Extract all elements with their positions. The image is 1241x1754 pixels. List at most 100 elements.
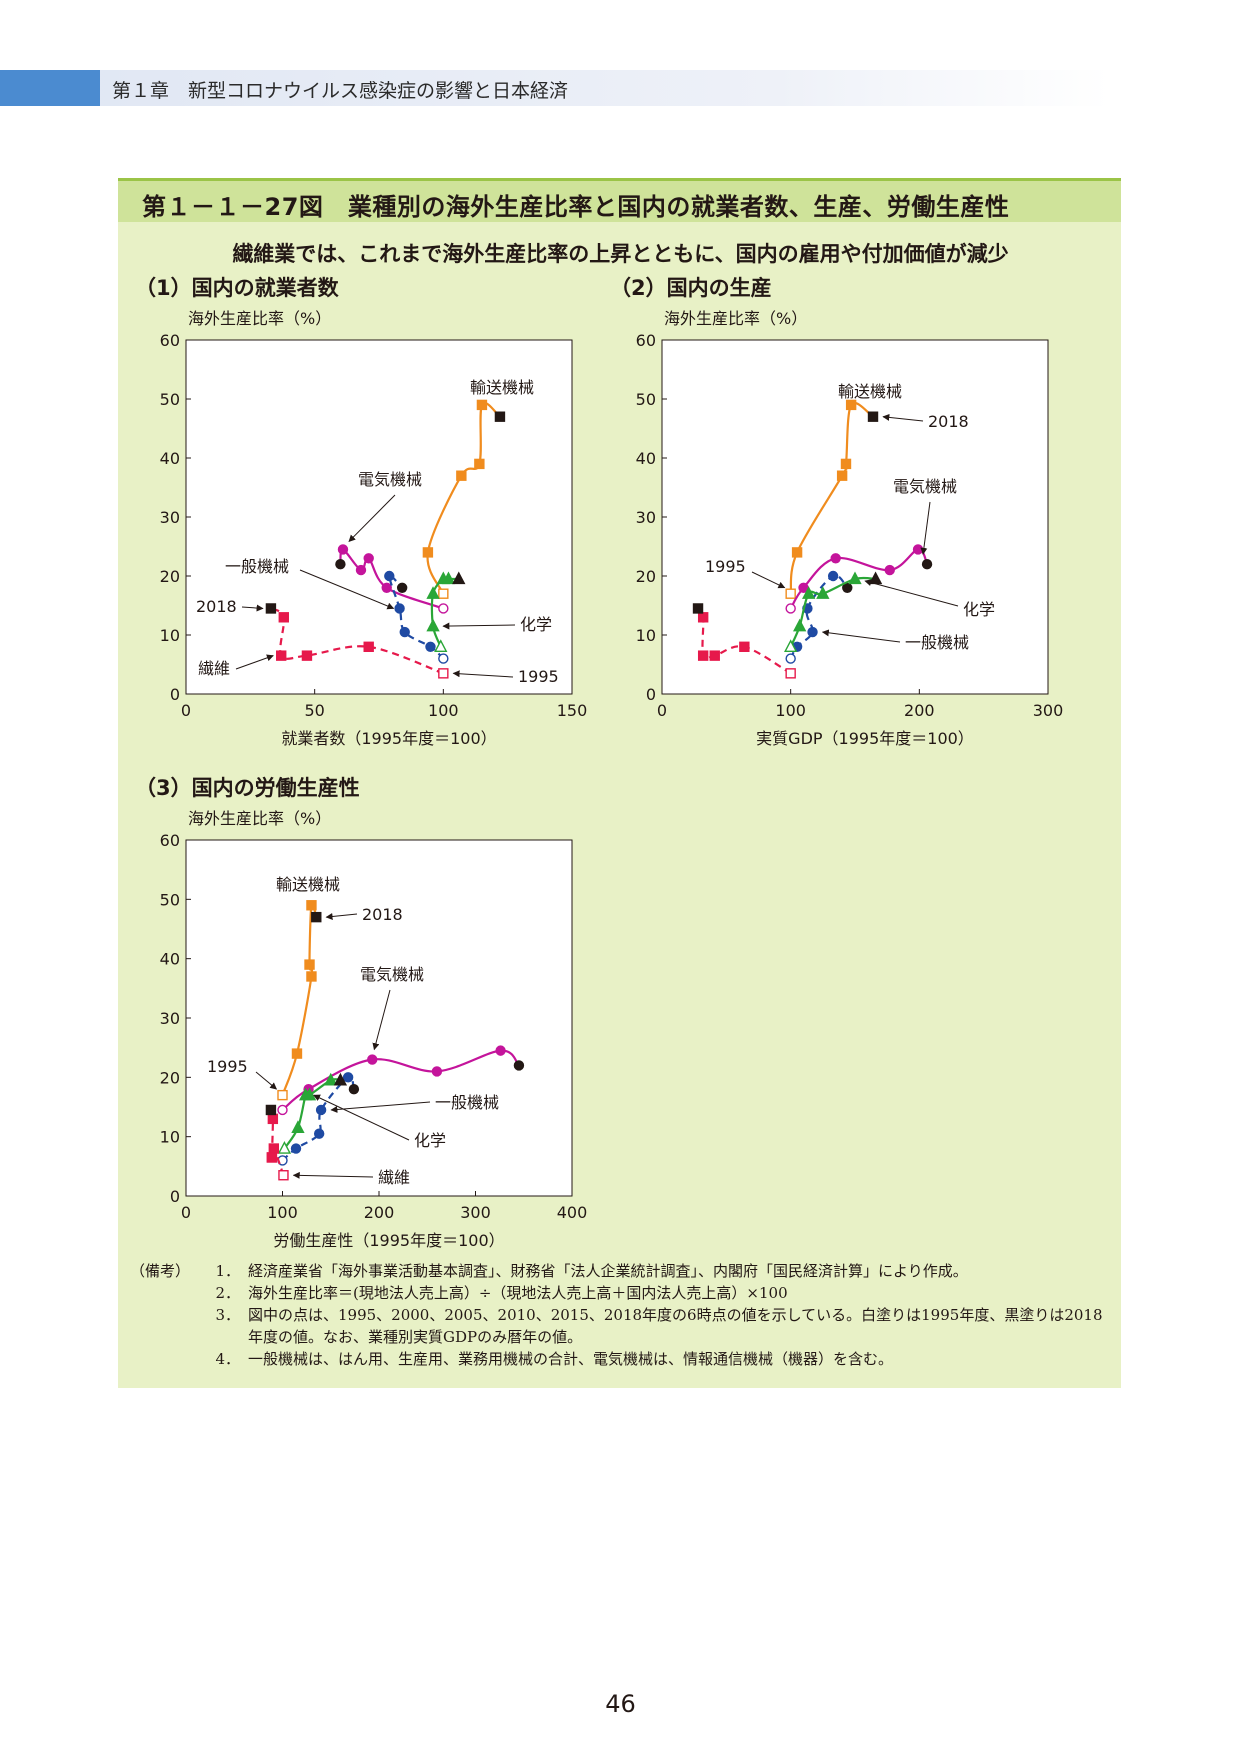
series-general bbox=[785, 570, 853, 664]
data-point-2018 bbox=[265, 1104, 277, 1116]
note-number: 2． bbox=[215, 1284, 240, 1302]
x-tick-label: 200 bbox=[904, 701, 935, 720]
label-chemical: 化学 bbox=[520, 615, 552, 634]
x-tick-label: 100 bbox=[428, 701, 459, 720]
note-text: 一般機械は、はん用、生産用、業務用機械の合計、電気機械は、情報通信機械（機器）を… bbox=[248, 1350, 894, 1368]
data-point bbox=[836, 470, 848, 481]
data-point bbox=[793, 618, 807, 632]
note-text: 経済産業省「海外事業活動基本調査」、財務省「法人企業統計調査」、内閣府「国民経済… bbox=[248, 1262, 968, 1280]
chart-panel-2: 0 10 20 30 40 50 60 0 100 200 300 海外生産比率（%） 実質GDP（19… bbox=[636, 309, 1064, 748]
series-general bbox=[277, 1072, 360, 1166]
series-textile bbox=[265, 603, 449, 679]
x-tick-label: 400 bbox=[557, 1203, 588, 1222]
chart-panel-3: 0 10 20 30 40 50 60 0 100 200 300 400 海外生産比率（%） 労働生産性… bbox=[160, 809, 588, 1250]
y-tick-label: 50 bbox=[160, 390, 180, 409]
y-tick-label: 10 bbox=[160, 1128, 180, 1147]
panel-1-title: （1）国内の就業者数 bbox=[135, 276, 339, 300]
label-arrow bbox=[751, 571, 786, 589]
data-point bbox=[291, 1048, 303, 1059]
data-point-2018 bbox=[265, 603, 277, 614]
label-arrow bbox=[299, 569, 395, 610]
data-point bbox=[266, 1152, 278, 1163]
label-arrow bbox=[864, 579, 959, 607]
data-point-2018 bbox=[348, 1083, 360, 1095]
data-point-2018 bbox=[452, 571, 466, 585]
data-point bbox=[791, 547, 803, 558]
data-point bbox=[384, 570, 395, 582]
data-point bbox=[306, 900, 317, 911]
x-tick-label: 0 bbox=[657, 701, 667, 720]
label-arrow bbox=[821, 629, 901, 643]
data-point bbox=[342, 1072, 354, 1083]
series-chemical bbox=[426, 571, 466, 652]
note-number: 3． bbox=[215, 1306, 240, 1324]
note-number: 4． bbox=[215, 1350, 240, 1368]
label-transport: 輸送機械 bbox=[838, 382, 902, 401]
series-electrical bbox=[785, 544, 933, 614]
data-point bbox=[268, 1143, 280, 1154]
data-point-2018 bbox=[867, 411, 879, 422]
data-point bbox=[290, 1143, 302, 1154]
data-point bbox=[476, 399, 488, 411]
data-point-2018 bbox=[396, 582, 408, 593]
notes: （備考） 1． 経済産業省「海外事業活動基本調査」、財務省「法人企業統計調査」、… bbox=[130, 1260, 1108, 1370]
series-chemical bbox=[784, 571, 883, 652]
y-tick-label: 60 bbox=[636, 331, 656, 350]
x-axis-label: 労働生産性（1995年度＝100） bbox=[273, 1231, 504, 1250]
x-axis-label: 就業者数（1995年度＝100） bbox=[281, 729, 496, 748]
data-point-1995 bbox=[277, 1104, 288, 1116]
y-tick-label: 20 bbox=[160, 567, 180, 586]
panel-3-title: （3）国内の労働生産性 bbox=[135, 776, 360, 800]
data-point bbox=[355, 564, 367, 576]
x-tick-label: 200 bbox=[364, 1203, 395, 1222]
data-point-1995 bbox=[438, 603, 449, 614]
data-point bbox=[739, 641, 750, 652]
data-point bbox=[845, 399, 857, 411]
note-row: 4． 一般機械は、はん用、生産用、業務用機械の合計、電気機械は、情報通信機械（機… bbox=[130, 1348, 1108, 1370]
series-textile bbox=[692, 603, 796, 679]
data-point bbox=[291, 1120, 305, 1133]
data-point bbox=[840, 458, 852, 470]
chapter-header: 第１章 新型コロナウイルス感染症の影響と日本経済 bbox=[0, 70, 1110, 106]
y-tick-label: 20 bbox=[636, 567, 656, 586]
y-tick-label: 60 bbox=[160, 331, 180, 350]
chapter-tab bbox=[0, 70, 100, 106]
x-tick-label: 50 bbox=[304, 701, 324, 720]
y-axis-label: 海外生産比率（%） bbox=[188, 309, 331, 328]
y-tick-label: 40 bbox=[636, 449, 656, 468]
label-arrow bbox=[348, 494, 396, 542]
data-point-1995 bbox=[434, 639, 448, 652]
label-y1995: 1995 bbox=[705, 557, 746, 576]
y-tick-label: 30 bbox=[160, 508, 180, 527]
label-y2018: 2018 bbox=[196, 597, 237, 616]
series-transport bbox=[277, 900, 322, 1101]
y-tick-label: 60 bbox=[160, 831, 180, 850]
y-axis-label: 海外生産比率（%） bbox=[188, 809, 331, 828]
x-tick-label: 100 bbox=[267, 1203, 298, 1222]
label-arrow bbox=[325, 913, 358, 920]
label-arrow bbox=[313, 1094, 410, 1141]
data-point bbox=[697, 650, 709, 661]
plot-area bbox=[185, 839, 573, 1197]
label-arrow bbox=[452, 670, 514, 678]
data-point-1995 bbox=[785, 653, 796, 664]
data-point-2018 bbox=[513, 1060, 525, 1071]
y-tick-label: 40 bbox=[160, 449, 180, 468]
series-electrical bbox=[335, 544, 449, 614]
data-point bbox=[441, 571, 456, 585]
data-point bbox=[278, 612, 289, 623]
data-point bbox=[884, 564, 895, 576]
label-transport: 輸送機械 bbox=[470, 378, 534, 397]
series-electrical bbox=[277, 1045, 525, 1116]
plot-area bbox=[185, 339, 573, 695]
data-point bbox=[381, 582, 392, 593]
label-chemical: 化学 bbox=[414, 1131, 446, 1150]
figure-title: 第１－１－27図 業種別の海外生産比率と国内の就業者数、生産、労働生産性 bbox=[142, 193, 1010, 221]
data-point-1995 bbox=[277, 1089, 288, 1101]
y-tick-label: 50 bbox=[636, 390, 656, 409]
label-electrical: 電気機械 bbox=[358, 470, 422, 489]
label-arrow bbox=[255, 1071, 278, 1090]
y-tick-label: 10 bbox=[160, 626, 180, 645]
label-electrical: 電気機械 bbox=[893, 477, 957, 496]
y-axis-label: 海外生産比率（%） bbox=[664, 309, 807, 328]
